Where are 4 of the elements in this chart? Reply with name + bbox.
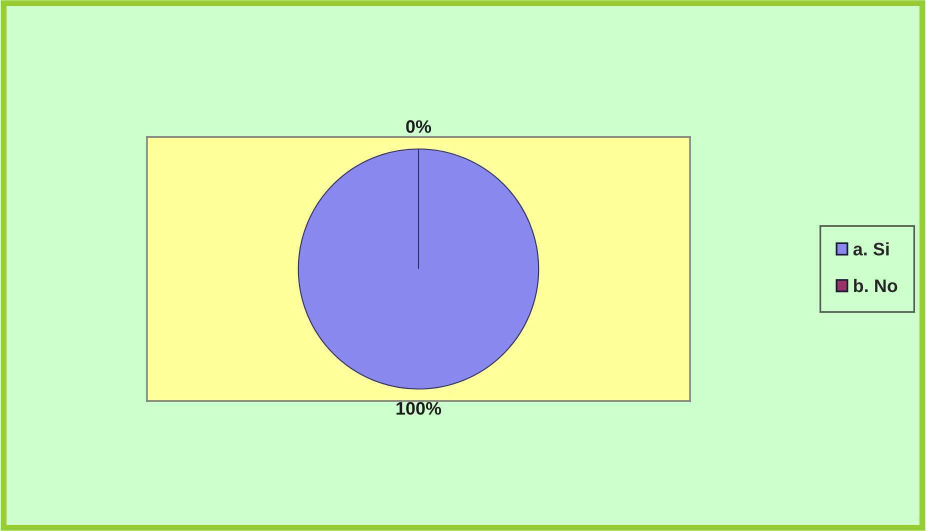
data-label: 100% — [396, 402, 442, 415]
legend-label: a. Si — [853, 242, 889, 256]
legend-label: b. No — [854, 278, 898, 292]
text: 0% — [406, 120, 432, 133]
